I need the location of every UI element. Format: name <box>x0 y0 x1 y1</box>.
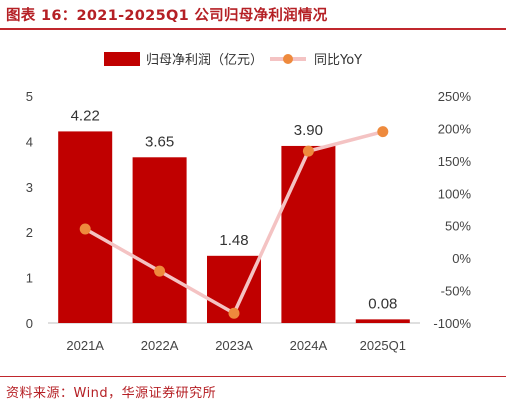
x-tick-label: 2022A <box>141 338 179 353</box>
legend: 归母净利润（亿元） 同比YoY <box>104 52 362 68</box>
y-left-tick-label: 2 <box>26 225 33 240</box>
yoy-point <box>79 223 91 235</box>
yoy-point <box>154 265 166 277</box>
yoy-point <box>228 307 240 319</box>
legend-label-bar: 归母净利润（亿元） <box>146 53 263 68</box>
line-series <box>79 126 389 319</box>
bar-data-label: 1.48 <box>219 232 248 249</box>
legend-swatch-bar <box>104 52 140 66</box>
bar-data-label: 3.65 <box>145 133 174 150</box>
y-right-tick-label: 0% <box>452 251 471 266</box>
y-left-tick-label: 0 <box>26 316 33 331</box>
y-right-tick-label: 200% <box>438 121 472 136</box>
bar <box>281 145 336 323</box>
yoy-point <box>377 126 389 138</box>
x-tick-label: 2024A <box>290 338 328 353</box>
bar-data-label: 4.22 <box>71 107 100 124</box>
axes: 0 1 2 3 4 5 -100% -50% 0% 50% 100% 150% 200% 250% 2021… <box>26 89 472 353</box>
y-left-tick-label: 5 <box>26 89 33 104</box>
y-right-tick-label: -100% <box>433 316 471 331</box>
title-divider <box>0 28 506 30</box>
footer-divider <box>0 376 506 377</box>
y-right-tick-label: 100% <box>438 186 472 201</box>
y-right-tick-label: 150% <box>438 154 472 169</box>
y-right-tick-label: -50% <box>441 284 472 299</box>
bar <box>132 157 187 323</box>
legend-label-line: 同比YoY <box>314 53 362 68</box>
y-left-tick-label: 4 <box>26 134 33 149</box>
chart-title: 图表 16：2021-2025Q1 公司归母净利润情况 <box>6 8 328 24</box>
y-left-tick-label: 1 <box>26 271 33 286</box>
x-tick-label: 2025Q1 <box>360 338 406 353</box>
y-right-tick-label: 50% <box>445 219 471 234</box>
chart: 归母净利润（亿元） 同比YoY 0 1 2 3 4 5 -100% -50% 0% 50% 100%… <box>26 52 472 353</box>
bar-data-label: 0.08 <box>368 295 397 312</box>
source-note: 资料来源：Wind，华源证券研究所 <box>6 386 217 401</box>
x-tick-label: 2021A <box>66 338 104 353</box>
y-left-tick-label: 3 <box>26 180 33 195</box>
x-tick-label: 2023A <box>215 338 253 353</box>
legend-swatch-marker <box>283 54 293 64</box>
y-right-tick-label: 250% <box>438 89 472 104</box>
bar <box>355 319 410 323</box>
yoy-point <box>302 145 314 157</box>
bar-data-label: 3.90 <box>294 122 323 139</box>
